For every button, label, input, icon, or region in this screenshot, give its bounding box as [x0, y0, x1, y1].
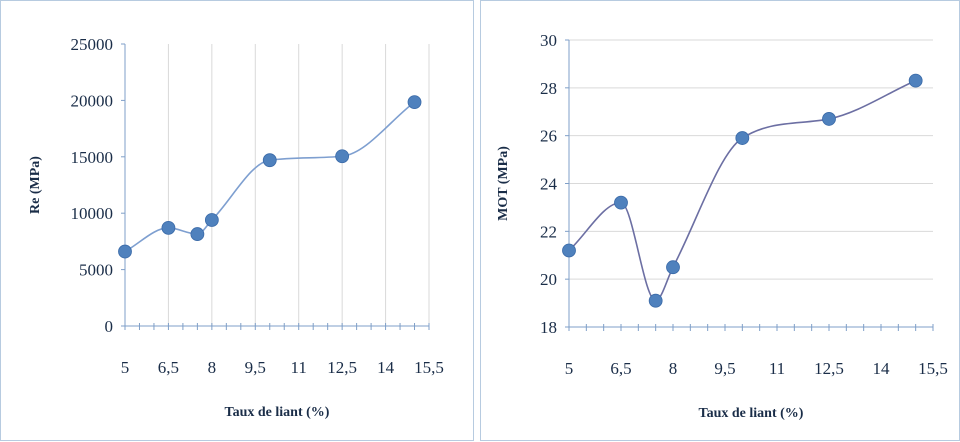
y-tick-label: 15000 [71, 148, 114, 167]
data-point [190, 227, 205, 241]
data-point [562, 243, 576, 258]
y-tick-label: 24 [540, 175, 558, 194]
y-tick-label: 28 [540, 79, 557, 98]
y-tick-label: 5000 [79, 261, 113, 280]
x-tick-label: 12,5 [327, 358, 357, 377]
y-axis-title: MOT (MPa) [496, 146, 511, 221]
x-tick-label: 6,5 [158, 358, 179, 377]
data-point [614, 195, 628, 210]
series-line [568, 79, 916, 302]
mot-chart: 18 20 22 24 26 28 30 5 6,5 8 9,5 11 12,5 14 15,5 Taux d… [496, 31, 948, 421]
data-point [735, 131, 750, 145]
data-point [666, 260, 680, 275]
y-tick-label: 0 [105, 317, 114, 336]
x-tick-label: 11 [769, 359, 785, 378]
y-tick-label: 22 [540, 222, 557, 241]
y-axis-title: Re (MPa) [28, 156, 43, 214]
data-point [648, 293, 663, 308]
x-tick-label: 11 [291, 358, 307, 377]
data-point [822, 112, 836, 126]
x-tick-label: 14 [377, 358, 395, 377]
y-tick-label: 18 [540, 318, 557, 337]
data-point [908, 73, 923, 88]
x-tick-label: 9,5 [245, 358, 266, 377]
data-point [335, 149, 350, 164]
data-point [262, 153, 277, 168]
data-point [407, 95, 422, 109]
data-point [118, 244, 132, 259]
y-tick-label: 26 [540, 127, 557, 146]
y-tick-label: 10000 [71, 204, 114, 223]
chart-panel-mot: 18 20 22 24 26 28 30 5 6,5 8 9,5 11 12,5 14 15,5 Taux d… [480, 0, 960, 441]
y-tick-label: 30 [540, 31, 557, 50]
x-tick-label: 9,5 [714, 359, 735, 378]
x-tick-label: 15,5 [918, 359, 948, 378]
y-tick-label: 25000 [71, 35, 114, 54]
x-tick-label: 8 [208, 358, 217, 377]
data-point [161, 220, 176, 235]
re-chart: 0 5000 10000 15000 20000 25000 5 6,5 8 9,5 11 12,5 1… [28, 35, 444, 420]
x-tick-label: 12,5 [814, 359, 844, 378]
x-tick-label: 14 [873, 359, 891, 378]
x-tick-label: 6,5 [610, 359, 631, 378]
x-axis-title: Taux de liant (%) [225, 405, 330, 420]
x-tick-label: 8 [669, 359, 678, 378]
data-point [204, 213, 219, 227]
x-axis-title: Taux de liant (%) [699, 406, 804, 421]
y-tick-label: 20 [540, 270, 557, 289]
x-tick-label: 5 [121, 358, 130, 377]
chart-panel-re: 0 5000 10000 15000 20000 25000 5 6,5 8 9,5 11 12,5 1… [0, 0, 474, 441]
x-tick-label: 15,5 [414, 358, 444, 377]
y-tick-label: 20000 [71, 91, 114, 110]
x-tick-label: 5 [565, 359, 574, 378]
